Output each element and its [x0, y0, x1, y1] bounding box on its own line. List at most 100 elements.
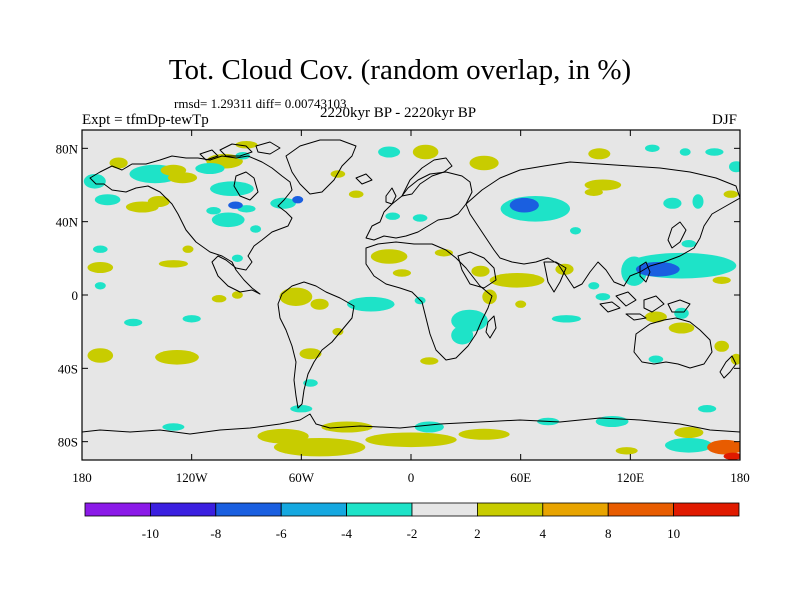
coastline-antarctica	[82, 413, 740, 435]
anomaly-region	[635, 262, 680, 277]
anomaly-region	[250, 225, 262, 233]
anomaly-region	[195, 163, 225, 174]
anomaly-region	[615, 447, 638, 455]
longitude-axis: 180 120W 60W 0 60E 120E 180	[72, 130, 750, 485]
plot-title: Tot. Cloud Cov. (random overlap, in %)	[168, 54, 632, 86]
anomaly-region	[365, 432, 457, 448]
anomaly-region	[681, 240, 697, 248]
anomaly-region	[155, 350, 199, 365]
stats-line: rmsd= 1.29311 diff= 0.00743103	[174, 96, 347, 111]
anomaly-region	[469, 155, 499, 171]
anomaly-region	[482, 289, 497, 305]
colorbar-swatch	[84, 502, 151, 517]
anomaly-region	[332, 328, 344, 336]
anomaly-region	[206, 207, 221, 215]
anomaly-region	[94, 194, 121, 206]
coastline-philippines	[639, 261, 651, 283]
colorbar: -10 -8 -6 -4 -2 2 4 8 10	[84, 502, 740, 541]
coastline-africa	[365, 241, 493, 361]
anomaly-region	[698, 405, 717, 413]
coastline-uk	[385, 187, 397, 205]
x-tick-label: 120E	[617, 470, 645, 485]
anomaly-region	[392, 269, 411, 277]
anomaly-region	[712, 276, 731, 284]
anomaly-region	[595, 293, 611, 301]
anomaly-region	[348, 190, 364, 198]
coastline-arabia	[457, 251, 497, 289]
anomaly-region	[509, 197, 539, 213]
anomaly-region	[303, 379, 318, 387]
colorbar-swatch	[542, 502, 609, 517]
anomaly-region	[124, 318, 143, 327]
anomaly-region	[279, 287, 313, 306]
anomaly-region	[679, 148, 691, 156]
colorbar-swatch	[476, 502, 544, 517]
colorbar-swatch	[149, 502, 217, 517]
anomaly-region	[723, 190, 739, 198]
anomaly-region	[378, 146, 401, 158]
anomaly-region	[270, 197, 296, 209]
anomaly-region	[705, 148, 724, 156]
x-tick-label: 60W	[289, 470, 315, 485]
latitude-axis: 80N 40N 0 40S 80S	[56, 141, 740, 450]
colorbar-label: -2	[407, 526, 418, 541]
colorbar-swatch	[346, 502, 413, 517]
anomaly-region	[210, 181, 254, 196]
anomaly-region	[414, 421, 444, 433]
anomaly-region	[83, 174, 106, 189]
x-tick-label: 0	[408, 470, 415, 485]
colorbar-swatch	[280, 502, 348, 517]
anomaly-region	[489, 273, 545, 288]
anomaly-region	[87, 348, 114, 363]
anomaly-region	[674, 427, 704, 438]
anomaly-region	[109, 157, 128, 169]
coastline-japan	[667, 221, 687, 249]
anomaly-region	[471, 265, 490, 277]
anomaly-region	[182, 315, 201, 323]
coastline-europe	[365, 171, 473, 241]
anomaly-region	[458, 428, 510, 440]
anomaly-region	[451, 309, 488, 332]
anomaly-region	[290, 405, 313, 413]
anomaly-region	[231, 254, 243, 262]
y-tick-label: 0	[72, 288, 79, 303]
anomaly-region	[412, 144, 439, 160]
x-tick-label: 60E	[510, 470, 531, 485]
coastline-asia	[465, 161, 740, 289]
anomaly-region	[347, 296, 395, 312]
anomaly-region	[273, 438, 366, 457]
anomaly-region	[644, 311, 667, 323]
anomaly-region	[723, 452, 740, 460]
anomaly-region	[584, 179, 622, 191]
anomaly-region	[182, 245, 194, 253]
season-label: DJF	[712, 112, 738, 128]
anomaly-region	[420, 357, 439, 365]
anomaly-region	[707, 439, 740, 455]
y-tick-label: 40N	[56, 215, 79, 230]
anomaly-region	[668, 322, 695, 334]
anomaly-region	[237, 205, 256, 213]
anomaly-region	[160, 164, 187, 176]
anomaly-region	[292, 196, 304, 204]
x-tick-label: 120W	[176, 470, 209, 485]
x-tick-label: 180	[72, 470, 92, 485]
colorbar-label: 10	[667, 526, 680, 541]
anomaly-region	[588, 282, 600, 290]
anomaly-region	[674, 307, 689, 319]
anomaly-region	[648, 355, 664, 363]
anomaly-region	[588, 148, 611, 160]
anomaly-region	[570, 227, 581, 235]
anomaly-region	[228, 201, 243, 209]
y-tick-label: 80N	[56, 141, 79, 156]
coastline-india	[543, 261, 567, 293]
anomaly-region	[692, 194, 704, 209]
anomaly-region	[235, 141, 258, 149]
coastline-north-america	[89, 155, 293, 295]
coastline-iceland	[355, 173, 373, 185]
anomaly-region	[211, 212, 245, 228]
coastline-hudson-bay	[233, 171, 259, 201]
colorbar-label: 4	[540, 526, 547, 541]
anomaly-region	[729, 161, 740, 173]
y-tick-label: 40S	[58, 361, 78, 376]
